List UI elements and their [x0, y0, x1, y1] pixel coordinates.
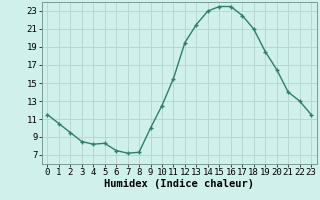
X-axis label: Humidex (Indice chaleur): Humidex (Indice chaleur) [104, 179, 254, 189]
